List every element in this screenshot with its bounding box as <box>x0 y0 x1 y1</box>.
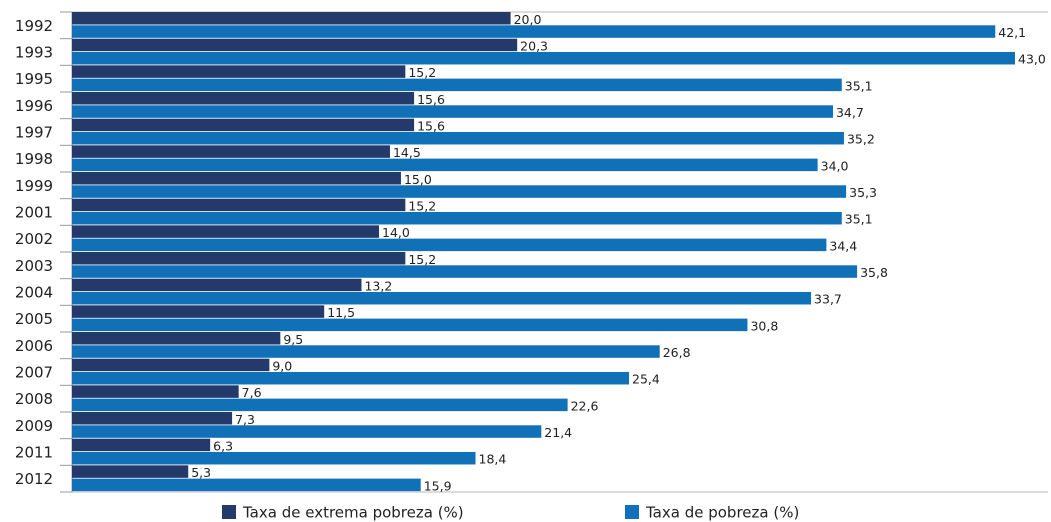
y-tick-label: 1993 <box>15 44 53 62</box>
value-label: 20,0 <box>514 12 542 27</box>
y-tick-label: 2001 <box>15 204 53 222</box>
value-label: 42,1 <box>998 25 1026 40</box>
value-label: 22,6 <box>571 398 599 413</box>
value-label: 11,5 <box>327 305 355 320</box>
value-label: 15,0 <box>404 172 432 187</box>
legend-swatch <box>222 505 236 519</box>
bar <box>72 238 827 252</box>
bar <box>72 38 518 52</box>
bar <box>72 318 748 332</box>
bar <box>72 291 812 305</box>
bar <box>72 145 390 158</box>
bar <box>72 105 833 118</box>
y-tick-label: 2012 <box>15 470 53 488</box>
bar <box>72 412 233 425</box>
legend-label: Taxa de extrema pobreza (%) <box>242 504 464 522</box>
bar <box>72 118 415 132</box>
bar <box>72 25 996 38</box>
y-tick-label: 2007 <box>15 364 53 382</box>
bar <box>72 51 1015 65</box>
bar <box>72 131 844 145</box>
value-label: 15,6 <box>417 118 445 133</box>
bar <box>72 252 406 265</box>
y-tick-label: 2011 <box>15 444 53 462</box>
bar <box>72 278 362 292</box>
y-tick-label: 1997 <box>15 124 53 142</box>
y-tick-label: 2004 <box>15 284 53 302</box>
y-tick-label: 2008 <box>15 390 53 408</box>
y-tick-label: 1999 <box>15 177 53 195</box>
y-tick-label: 1992 <box>15 17 53 35</box>
value-label: 20,3 <box>520 38 548 53</box>
value-label: 15,9 <box>424 478 452 493</box>
bar <box>72 185 847 198</box>
y-tick-label: 2009 <box>15 417 53 435</box>
y-tick-label: 1995 <box>15 70 53 88</box>
y-tick-label: 1998 <box>15 150 53 168</box>
value-label: 15,2 <box>408 198 436 213</box>
value-label: 21,4 <box>544 425 572 440</box>
bar <box>72 465 189 478</box>
value-label: 34,0 <box>821 158 849 173</box>
value-label: 25,4 <box>632 372 660 387</box>
y-tick-label: 2006 <box>15 337 53 355</box>
legend-label: Taxa de pobreza (%) <box>645 504 799 522</box>
bar <box>72 78 842 92</box>
value-label: 35,1 <box>845 78 873 93</box>
y-tick-label: 1996 <box>15 97 53 115</box>
value-label: 7,6 <box>242 385 262 400</box>
value-label: 34,4 <box>829 238 857 253</box>
value-label: 18,4 <box>479 452 507 467</box>
value-label: 35,8 <box>860 265 888 280</box>
value-label: 13,2 <box>364 278 392 293</box>
value-label: 15,2 <box>408 65 436 80</box>
legend-swatch <box>625 505 639 519</box>
value-label: 34,7 <box>836 105 864 120</box>
bar <box>72 478 421 492</box>
bar <box>72 425 542 438</box>
value-label: 14,0 <box>382 225 410 240</box>
bar <box>72 198 406 212</box>
y-tick-label: 2002 <box>15 230 53 248</box>
bar <box>72 225 380 238</box>
bar <box>72 371 630 385</box>
bar <box>72 345 660 358</box>
value-label: 6,3 <box>213 438 233 453</box>
bar <box>72 65 406 78</box>
bar <box>72 358 270 372</box>
y-tick-label: 2005 <box>15 310 53 328</box>
value-label: 7,3 <box>235 412 255 427</box>
bar <box>72 332 281 345</box>
value-label: 26,8 <box>663 345 691 360</box>
y-tick-label: 2003 <box>15 257 53 275</box>
value-label: 35,1 <box>845 212 873 227</box>
value-label: 35,2 <box>847 132 875 147</box>
value-label: 33,7 <box>814 292 842 307</box>
value-label: 43,0 <box>1018 52 1046 67</box>
value-label: 15,2 <box>408 252 436 267</box>
bar <box>72 398 568 412</box>
bar <box>72 12 511 25</box>
bar <box>72 451 476 465</box>
value-label: 14,5 <box>393 145 421 160</box>
value-label: 30,8 <box>750 318 778 333</box>
bar <box>72 305 325 318</box>
value-label: 15,6 <box>417 92 445 107</box>
bar <box>72 385 239 398</box>
value-label: 5,3 <box>191 465 211 480</box>
bar <box>72 438 211 452</box>
bar <box>72 172 401 185</box>
bar <box>72 92 415 105</box>
value-label: 9,0 <box>272 358 292 373</box>
bar <box>72 211 842 225</box>
bar <box>72 265 858 278</box>
bar <box>72 158 818 172</box>
value-label: 9,5 <box>283 332 303 347</box>
value-label: 35,3 <box>849 185 877 200</box>
